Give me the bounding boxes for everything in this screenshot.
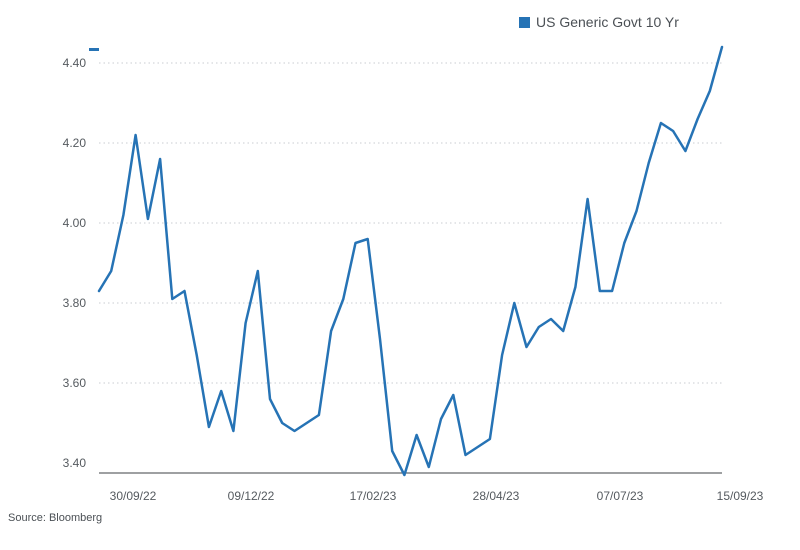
y-tick-label: 3.80: [63, 296, 87, 310]
x-tick-label: 30/09/22: [110, 489, 157, 503]
y-tick-label: 4.20: [63, 136, 87, 150]
x-tick-label: 17/02/23: [350, 489, 397, 503]
legend-label: US Generic Govt 10 Yr: [536, 14, 679, 30]
y-axis-tick-labels: 3.40 3.60 3.80 4.00 4.20 4.40: [63, 56, 87, 470]
x-tick-label: 15/09/23: [717, 489, 764, 503]
legend-swatch: [519, 16, 530, 28]
y-tick-label: 3.60: [63, 376, 87, 390]
y-tick-label: 4.40: [63, 56, 87, 70]
series-line: [97, 45, 724, 477]
x-tick-label: 07/07/23: [597, 489, 644, 503]
legend: US Generic Govt 10 Yr: [519, 14, 679, 30]
source-note: Source: Bloomberg: [8, 512, 103, 524]
grid-lines: [99, 62, 722, 384]
y-tick-label: 3.40: [63, 456, 87, 470]
x-tick-label: 09/12/22: [228, 489, 275, 503]
x-tick-label: 28/04/23: [473, 489, 520, 503]
x-axis-tick-labels: 30/09/22 09/12/22 17/02/23 28/04/23 07/07/23…: [110, 489, 764, 503]
y-tick-label: 4.00: [63, 216, 87, 230]
axis-marker: [89, 48, 99, 51]
